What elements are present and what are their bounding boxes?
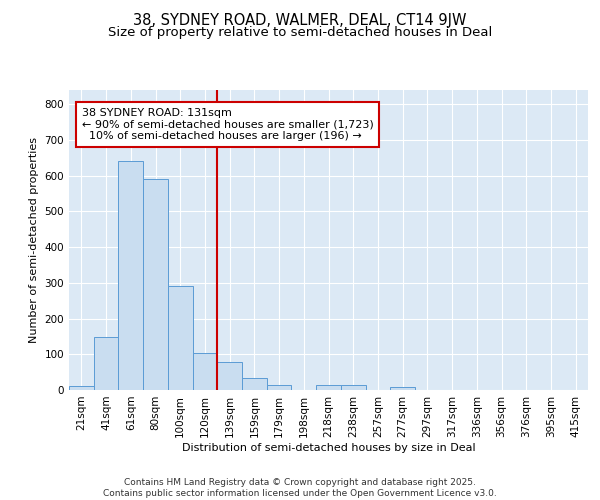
- Bar: [69, 386, 94, 390]
- Y-axis label: Number of semi-detached properties: Number of semi-detached properties: [29, 137, 39, 343]
- Bar: [168, 286, 193, 390]
- Bar: [217, 362, 242, 390]
- Bar: [390, 387, 415, 390]
- X-axis label: Distribution of semi-detached houses by size in Deal: Distribution of semi-detached houses by …: [182, 442, 475, 452]
- Bar: [193, 352, 217, 390]
- Bar: [341, 386, 365, 390]
- Bar: [242, 378, 267, 390]
- Text: 38, SYDNEY ROAD, WALMER, DEAL, CT14 9JW: 38, SYDNEY ROAD, WALMER, DEAL, CT14 9JW: [133, 12, 467, 28]
- Text: Contains HM Land Registry data © Crown copyright and database right 2025.
Contai: Contains HM Land Registry data © Crown c…: [103, 478, 497, 498]
- Text: Size of property relative to semi-detached houses in Deal: Size of property relative to semi-detach…: [108, 26, 492, 39]
- Text: 38 SYDNEY ROAD: 131sqm
← 90% of semi-detached houses are smaller (1,723)
  10% o: 38 SYDNEY ROAD: 131sqm ← 90% of semi-det…: [82, 108, 374, 141]
- Bar: [316, 386, 341, 390]
- Bar: [94, 337, 118, 390]
- Bar: [118, 161, 143, 390]
- Bar: [143, 180, 168, 390]
- Bar: [267, 385, 292, 390]
